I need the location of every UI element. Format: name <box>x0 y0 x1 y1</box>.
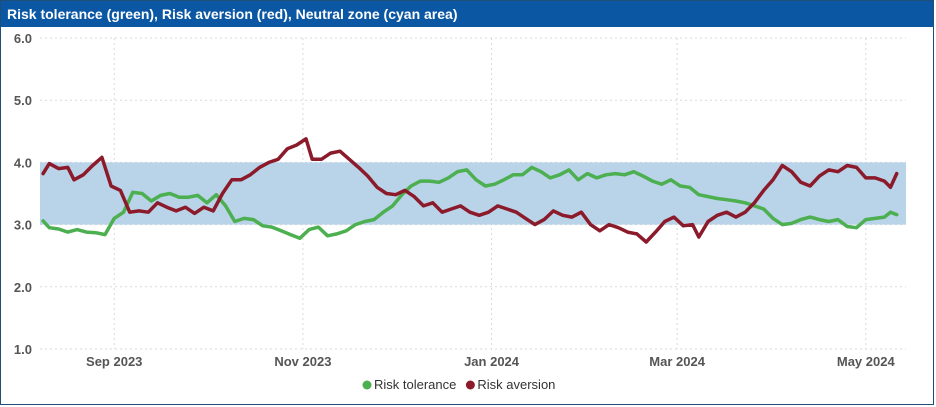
legend[interactable]: Risk tolerance Risk aversion <box>362 377 556 392</box>
legend-label-risk-tolerance: Risk tolerance <box>374 377 456 392</box>
y-tick-label: 1.0 <box>14 342 32 357</box>
x-tick-label: Nov 2023 <box>274 354 331 369</box>
legend-marker-risk-tolerance <box>362 380 372 390</box>
legend-label-risk-aversion: Risk aversion <box>477 377 555 392</box>
x-tick-label: Jan 2024 <box>464 354 520 369</box>
series-line-risk-aversion <box>41 137 899 244</box>
x-axis: Sep 2023 Nov 2023 Jan 2024 Mar 2024 May 2024 <box>86 354 895 369</box>
series-lines <box>41 137 899 244</box>
y-axis: 6.0 5.0 4.0 3.0 2.0 1.0 <box>14 31 32 357</box>
chart-title: Risk tolerance (green), Risk aversion (r… <box>1 1 933 27</box>
x-tick-label: Sep 2023 <box>86 354 142 369</box>
x-tick-label: Mar 2024 <box>649 354 705 369</box>
legend-marker-risk-aversion <box>465 380 475 390</box>
y-tick-label: 2.0 <box>14 280 32 295</box>
y-tick-label: 6.0 <box>14 31 32 46</box>
y-tick-label: 3.0 <box>14 218 32 233</box>
y-tick-label: 5.0 <box>14 93 32 108</box>
y-tick-label: 4.0 <box>14 155 32 170</box>
series-line-risk-tolerance <box>41 165 899 241</box>
x-tick-label: May 2024 <box>837 354 896 369</box>
